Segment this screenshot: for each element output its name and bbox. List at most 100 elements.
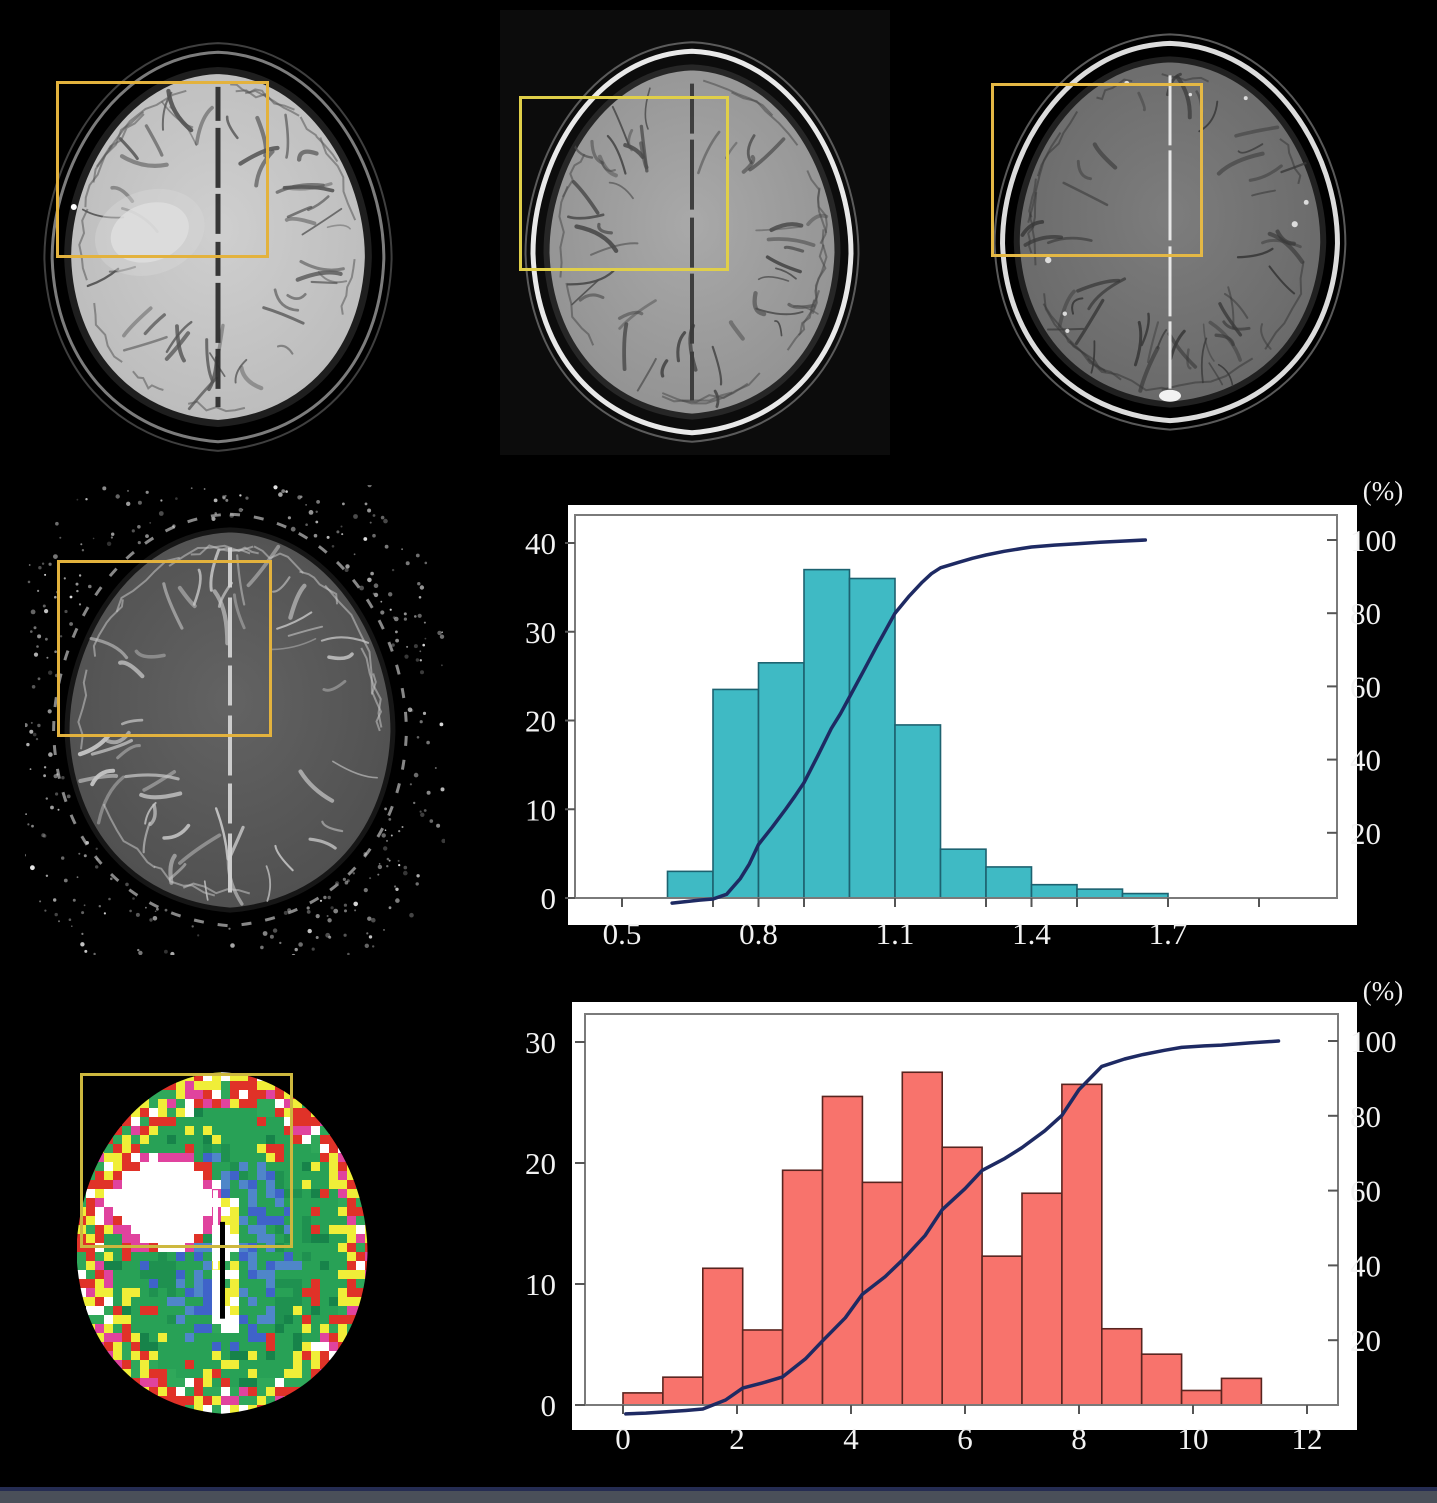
perfusion-pixel [311, 1360, 320, 1369]
perfusion-pixel [176, 1360, 185, 1369]
sulcus-line [209, 548, 221, 592]
noise-speckle [344, 909, 347, 913]
sulcus-line [636, 357, 657, 392]
perfusion-pixel [293, 1297, 302, 1306]
perfusion-pixel [329, 1180, 338, 1189]
perfusion-pixel [158, 1252, 167, 1261]
perfusion-pixel [302, 1108, 311, 1117]
perfusion-pixel [320, 1198, 329, 1207]
noise-speckle [95, 857, 99, 861]
perfusion-pixel [293, 1126, 302, 1135]
perfusion-pixel [329, 1225, 338, 1234]
noise-speckle [426, 740, 430, 745]
perfusion-pixel [338, 1252, 347, 1261]
noise-speckle [63, 577, 66, 580]
noise-speckle [48, 562, 52, 566]
perfusion-pixel [311, 1315, 320, 1324]
noise-speckle [419, 810, 422, 813]
noise-speckle [401, 826, 404, 828]
noise-speckle [326, 535, 330, 539]
noise-speckle [316, 500, 320, 504]
perfusion-pixel [176, 1252, 185, 1261]
sulcus-line [1156, 329, 1168, 350]
noise-speckle [132, 897, 135, 900]
noise-speckle [126, 501, 131, 506]
sulcus-line [1208, 362, 1224, 386]
perfusion-pixel [347, 1243, 356, 1252]
noise-speckle [108, 897, 111, 901]
perfusion-pixel [365, 1198, 368, 1207]
perfusion-pixel [266, 1342, 275, 1351]
perfusion-pixel [275, 1279, 284, 1288]
perfusion-pixel [356, 1162, 365, 1171]
noise-speckle [214, 512, 217, 515]
sulcus-line [611, 105, 630, 145]
perfusion-pixel [257, 1387, 266, 1396]
noise-speckle [343, 903, 347, 907]
sulcus-line [644, 87, 651, 130]
perfusion-pixel [221, 1324, 230, 1333]
perfusion-pixel [311, 1171, 320, 1180]
noise-speckle [330, 906, 334, 910]
perfusion-pixel [293, 1396, 302, 1405]
perfusion-pixel [257, 1135, 266, 1144]
perfusion-pixel [293, 1288, 302, 1297]
perfusion-pixel [293, 1171, 302, 1180]
perfusion-pixel [131, 1378, 140, 1387]
perfusion-pixel [320, 1369, 329, 1378]
noise-speckle [353, 901, 359, 907]
sulcus-line [755, 307, 804, 316]
noise-speckle [397, 859, 400, 862]
noise-speckle [66, 794, 71, 799]
sulcus-line [122, 335, 168, 352]
perfusion-pixel [203, 1189, 212, 1198]
perfusion-pixel [104, 1153, 113, 1162]
gyri-rim-line [816, 187, 828, 245]
noise-speckle [115, 494, 120, 499]
perfusion-pixel [284, 1378, 293, 1387]
sulcus-line [1087, 277, 1127, 311]
perfusion-pixel [194, 1270, 203, 1279]
sulcus-line [597, 154, 618, 178]
sulcus-line [766, 237, 816, 247]
perfusion-pixel [266, 1351, 275, 1360]
perfusion-pixel [239, 1270, 248, 1279]
perfusion-pixel [113, 1270, 122, 1279]
perfusion-pixel [239, 1279, 248, 1288]
sulcus-line [1076, 159, 1092, 181]
noise-speckle [419, 585, 425, 590]
perfusion-pixel [356, 1216, 365, 1225]
perfusion-pixel [176, 1108, 185, 1117]
perfusion-pixel [122, 1117, 131, 1126]
sulcus-line [711, 345, 723, 386]
perfusion-pixel [257, 1261, 266, 1270]
perfusion-pixel [185, 1198, 194, 1207]
perfusion-pixel [320, 1342, 329, 1351]
noise-speckle [30, 721, 33, 724]
perfusion-pixel [176, 1369, 185, 1378]
noise-speckle [390, 834, 393, 837]
perfusion-pixel [239, 1090, 248, 1099]
perfusion-pixel [185, 1189, 194, 1198]
noise-speckle [158, 511, 164, 516]
noise-speckle [415, 553, 420, 558]
right-axis-tick-label: 100 [1350, 1024, 1397, 1059]
noise-speckle [367, 577, 372, 583]
sulcus-line [273, 288, 300, 312]
perfusion-pixel [77, 1261, 86, 1270]
perfusion-pixel [248, 1171, 257, 1180]
perfusion-pixel [194, 1225, 203, 1234]
perfusion-pixel [176, 1387, 185, 1396]
perfusion-pixel [239, 1414, 248, 1423]
perfusion-pixel [158, 1360, 167, 1369]
perfusion-pixel [131, 1279, 140, 1288]
perfusion-pixel [320, 1234, 329, 1243]
perfusion-pixel [194, 1396, 203, 1405]
perfusion-pixel [230, 1324, 239, 1333]
perfusion-pixel [203, 1288, 212, 1297]
sulcus-line [272, 576, 291, 593]
perfusion-pixel [302, 1288, 311, 1297]
noise-speckle [363, 888, 368, 893]
skull-rim [52, 512, 408, 928]
perfusion-pixel [176, 1351, 185, 1360]
